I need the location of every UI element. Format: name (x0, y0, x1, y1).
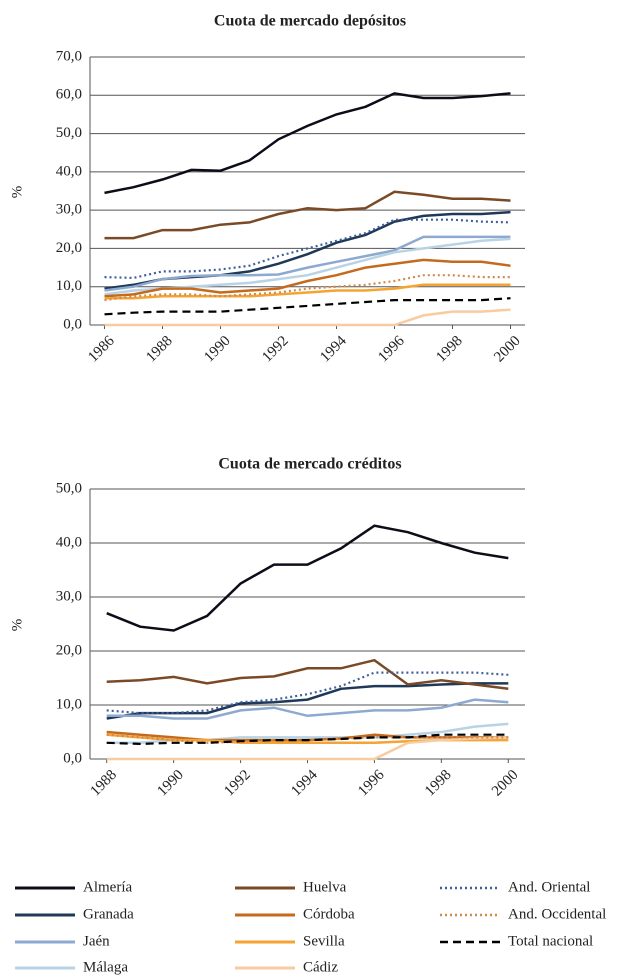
series-line (104, 283, 511, 300)
legend-label: And. Oriental (508, 879, 590, 895)
legend-label: Málaga (83, 959, 128, 975)
series-line (106, 733, 509, 746)
legend-label: Total nacional (508, 933, 593, 949)
y-tick-label: 60,0 (56, 87, 82, 103)
legend-label: Huelva (303, 879, 347, 895)
legend-label: Jaén (83, 933, 110, 949)
series-line (104, 92, 511, 195)
legend-label: Granada (83, 906, 134, 922)
series-line (104, 190, 511, 240)
y-tick-label: 10,0 (56, 278, 82, 294)
y-tick-label: 10,0 (56, 696, 82, 712)
series-line (106, 698, 509, 720)
series-line (106, 658, 509, 691)
chart-title: Cuota de mercado depósitos (214, 13, 406, 30)
chart-title: Cuota de mercado créditos (218, 456, 401, 473)
y-tick-label: 40,0 (56, 163, 82, 179)
series-line (104, 210, 511, 290)
series-line (104, 274, 511, 302)
series-line (104, 297, 511, 316)
legend-label: Cádiz (303, 959, 338, 975)
y-axis-label: % (9, 186, 25, 199)
legend-label: Sevilla (303, 933, 345, 949)
x-tick-label: 1994 (317, 333, 350, 366)
series-line (104, 235, 511, 292)
series-line (106, 682, 509, 720)
legend-label: And. Occidental (508, 906, 606, 922)
x-tick-label: 1994 (288, 767, 321, 800)
y-axis-label: % (9, 619, 25, 632)
x-tick-label: 1988 (143, 333, 176, 366)
x-tick-label: 1990 (201, 333, 234, 366)
x-tick-label: 1998 (422, 767, 455, 800)
y-tick-label: 70,0 (56, 48, 82, 64)
series-line (104, 258, 511, 298)
y-tick-label: 30,0 (56, 588, 82, 604)
x-tick-label: 1998 (433, 333, 466, 366)
x-tick-label: 2000 (491, 333, 524, 366)
y-tick-label: 0,0 (63, 750, 82, 766)
y-tick-label: 0,0 (63, 316, 82, 332)
x-tick-label: 1990 (154, 767, 187, 800)
y-tick-label: 50,0 (56, 480, 82, 496)
series-line (106, 524, 509, 632)
x-tick-label: 1992 (259, 333, 292, 366)
x-tick-label: 2000 (489, 767, 522, 800)
x-tick-label: 1986 (85, 333, 118, 366)
y-tick-label: 50,0 (56, 125, 82, 141)
x-tick-label: 1996 (375, 333, 408, 366)
series-line (104, 218, 511, 280)
y-tick-label: 20,0 (56, 240, 82, 256)
series-line (104, 308, 511, 327)
legend-label: Córdoba (303, 906, 355, 922)
x-tick-label: 1992 (221, 767, 254, 800)
y-tick-label: 20,0 (56, 642, 82, 658)
y-tick-label: 40,0 (56, 534, 82, 550)
legend-label: Almería (83, 879, 132, 895)
y-tick-label: 30,0 (56, 202, 82, 218)
x-tick-label: 1988 (87, 767, 120, 800)
series-line (106, 736, 509, 761)
x-tick-label: 1996 (355, 767, 388, 800)
